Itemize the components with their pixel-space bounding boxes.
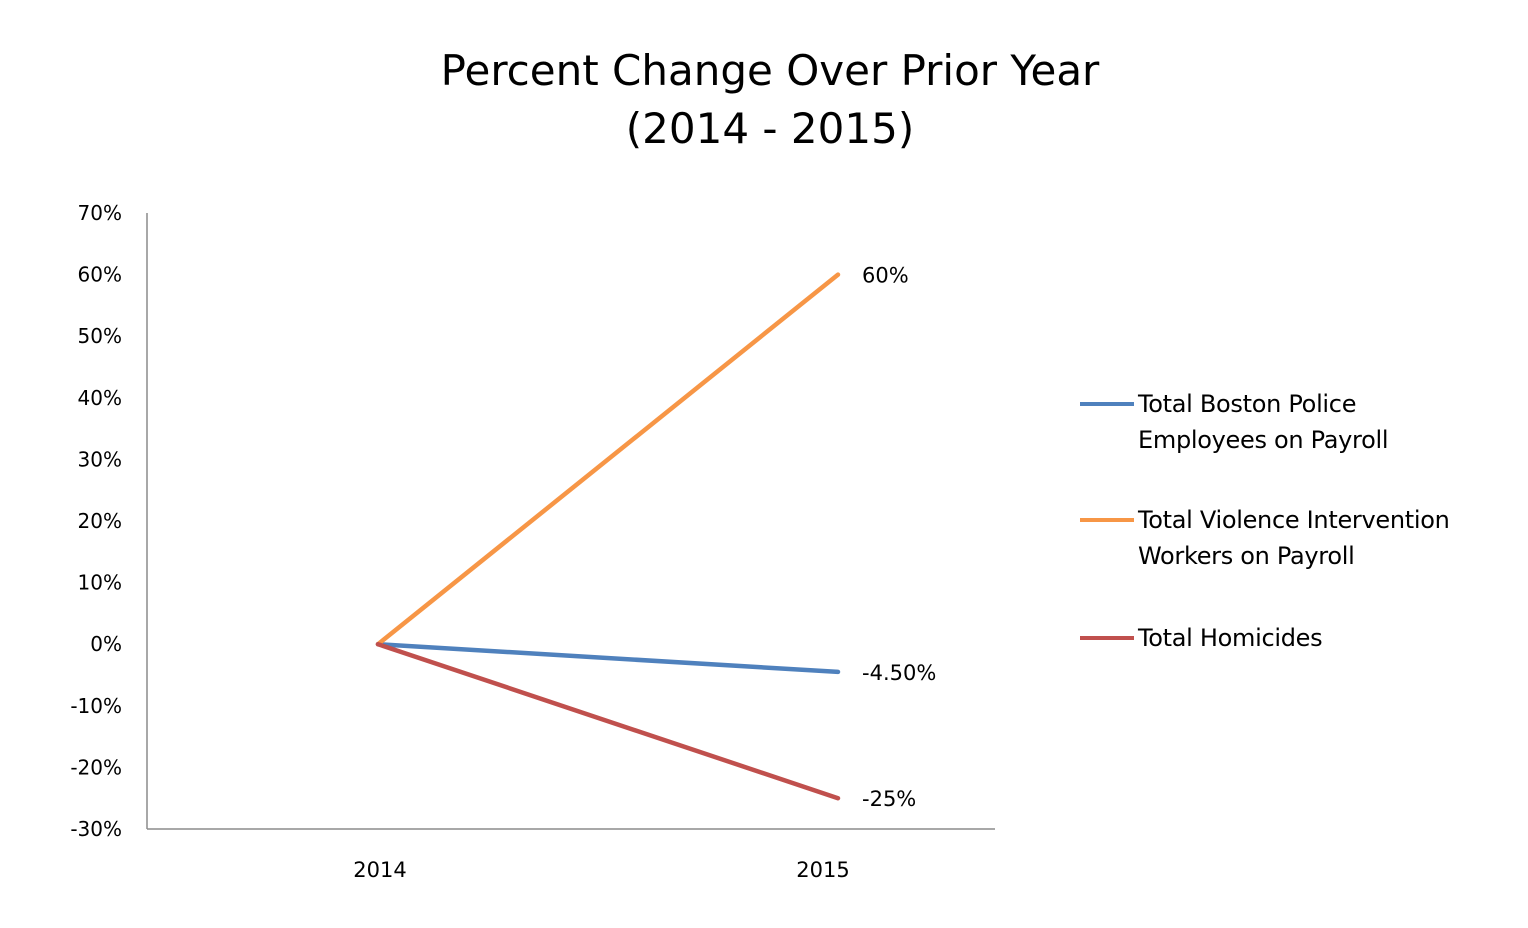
legend-label-line: Employees on Payroll xyxy=(1138,426,1389,454)
y-tick-label: 0% xyxy=(90,632,122,656)
legend-label-line: Workers on Payroll xyxy=(1138,542,1355,570)
legend-label: Total Violence Intervention Workers on Pa… xyxy=(1138,502,1518,574)
legend-swatch xyxy=(1080,518,1134,522)
series-line xyxy=(375,272,841,647)
y-tick-label: -20% xyxy=(70,755,122,779)
data-labels: -4.50% 60% -25% xyxy=(862,264,936,812)
legend-swatch xyxy=(1080,402,1134,406)
chart-title-line-1: Percent Change Over Prior Year xyxy=(440,46,1100,95)
y-tick-label: 40% xyxy=(78,386,122,410)
axes: 70% 60% 50% 40% 30% 20% 10% 0% -10% -20% -30% 2014 2… xyxy=(70,201,995,882)
legend-label-line: Total Violence Intervention xyxy=(1138,506,1450,534)
series-lines xyxy=(375,272,841,801)
y-tick-label: 70% xyxy=(78,201,122,225)
legend-label-line: Total Boston Police xyxy=(1138,390,1357,418)
data-label: -4.50% xyxy=(862,661,936,685)
legend-label: Total Homicides xyxy=(1138,620,1518,656)
legend-swatch xyxy=(1080,636,1134,640)
y-tick-label: 60% xyxy=(78,263,122,287)
chart-title: Percent Change Over Prior Year (2014 - 2… xyxy=(0,42,1528,158)
y-tick-label: 10% xyxy=(78,571,122,595)
legend-label: Total Boston Police Employees on Payroll xyxy=(1138,386,1518,458)
y-tick-label: 50% xyxy=(78,324,122,348)
y-tick-label: 20% xyxy=(78,509,122,533)
y-tick-label: 30% xyxy=(78,447,122,471)
x-tick-label: 2014 xyxy=(353,858,406,882)
chart-title-line-2: (2014 - 2015) xyxy=(625,104,915,153)
x-tick-label: 2015 xyxy=(796,858,849,882)
data-label: 60% xyxy=(862,264,909,288)
series-line xyxy=(375,641,841,675)
series-line xyxy=(375,641,841,801)
y-tick-label: -30% xyxy=(70,817,122,841)
y-tick-label: -10% xyxy=(70,694,122,718)
legend-label-line: Total Homicides xyxy=(1138,624,1323,652)
data-label: -25% xyxy=(862,787,916,811)
